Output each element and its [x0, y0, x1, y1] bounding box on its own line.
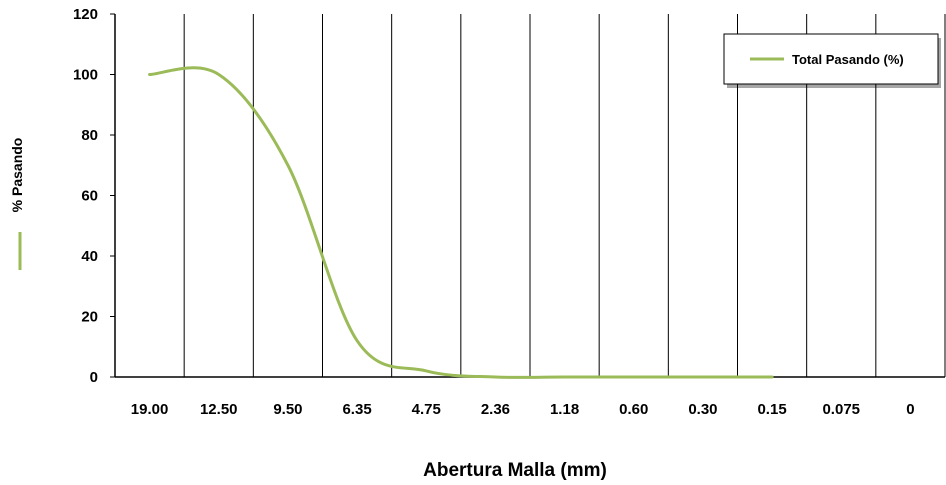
x-tick-label: 0.30 — [688, 401, 717, 418]
x-tick-label: 0.60 — [619, 401, 648, 418]
y-tick-label: 60 — [81, 188, 98, 205]
y-tick-label: 100 — [73, 67, 98, 84]
legend-label: Total Pasando (%) — [792, 52, 904, 67]
x-tick-label: 19.00 — [131, 401, 169, 418]
x-tick-label: 0 — [906, 401, 914, 418]
x-axis-title: Abertura Malla (mm) — [423, 460, 607, 481]
series-line-total-pasando — [148, 66, 774, 379]
y-tick-label: 120 — [73, 6, 98, 23]
x-tick-label: 2.36 — [481, 401, 510, 418]
x-tick-label: 4.75 — [412, 401, 441, 418]
x-tick-label: 1.18 — [550, 401, 579, 418]
y-tick-label: 40 — [81, 248, 98, 265]
y-axis-title-group: % Pasando — [9, 138, 25, 270]
y-tick-label: 20 — [81, 309, 98, 326]
x-tick-label: 6.35 — [342, 401, 371, 418]
x-tick-label: 0.15 — [757, 401, 786, 418]
x-tick-label: 9.50 — [273, 401, 302, 418]
series-layer — [148, 66, 774, 379]
y-tick-label: 80 — [81, 127, 98, 144]
x-tick-label: 0.075 — [822, 401, 860, 418]
y-axis-title: % Pasando — [9, 138, 25, 213]
x-tick-labels: 19.00 12.50 9.50 6.35 4.75 2.36 1.18 0.60 0.30 0.… — [131, 401, 915, 418]
y-tick-label: 0 — [90, 369, 98, 386]
x-tick-label: 12.50 — [200, 401, 238, 418]
legend: Total Pasando (%) — [723, 33, 941, 88]
y-tick-labels: 0 20 40 60 80 100 120 — [73, 6, 115, 386]
